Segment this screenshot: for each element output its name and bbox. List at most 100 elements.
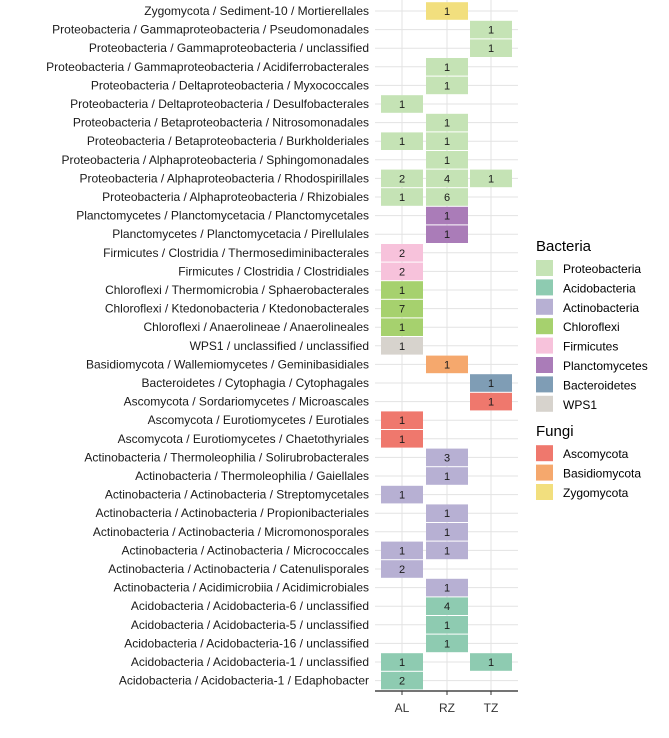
row-label: Chloroflexi / Thermomicrobia / Sphaeroba… [105, 283, 369, 297]
cell-value-label: 1 [399, 285, 405, 297]
heatmap-cell [381, 262, 423, 281]
legend-swatch [536, 318, 553, 335]
row-label: Ascomycota / Eurotiomycetes / Chaetothyr… [118, 432, 369, 446]
cell-value-label: 1 [444, 229, 450, 241]
legend: Bacteria Proteobacteria Acidobacteria Actin… [536, 238, 648, 500]
cell-value-label: 1 [444, 80, 450, 92]
heatmap-cell [381, 281, 423, 299]
cell-value-label: 1 [399, 322, 405, 334]
row-label: Proteobacteria / Deltaproteobacteria / D… [70, 97, 369, 111]
cell-value-label: 1 [444, 583, 450, 595]
heatmap-cell [470, 20, 512, 39]
heatmap-cell [426, 578, 468, 597]
heatmap-cell [426, 355, 468, 374]
heatmap-cell [426, 523, 468, 541]
heatmap-cell [381, 430, 423, 448]
heatmap-cell [470, 374, 512, 392]
cell-value-label: 1 [444, 471, 450, 483]
heatmap-cell [381, 485, 423, 504]
heatmap-cell [426, 2, 468, 20]
row-label: Proteobacteria / Gammaproteobacteria / u… [89, 41, 369, 55]
row-label: Firmicutes / Clostridia / Thermosedimini… [103, 246, 369, 260]
heatmap-cell [426, 58, 468, 76]
row-label: Actinobacteria / Thermoleophilia / Gaiel… [135, 469, 369, 483]
cell-value-label: 1 [399, 434, 405, 446]
heatmap-cell [381, 653, 423, 671]
row-label: Acidobacteria / Acidobacteria-1 / Edapho… [119, 674, 369, 688]
legend-swatch [536, 445, 553, 462]
row-label: Actinobacteria / Actinobacteria / Microm… [93, 525, 369, 539]
heatmap-cell [426, 448, 468, 467]
cell-value-label: 4 [444, 173, 450, 185]
legend-label: Zygomycota [563, 486, 629, 500]
heatmap-cell [426, 504, 468, 522]
row-label: Planctomycetes / Planctomycetacia / Plan… [76, 209, 369, 223]
cell-value-label: 1 [444, 62, 450, 74]
row-label: Actinobacteria / Actinobacteria / Microc… [122, 543, 369, 557]
cell-value-label: 1 [488, 173, 494, 185]
row-label: Firmicutes / Clostridia / Clostridiales [178, 264, 369, 278]
cell-value-label: 1 [399, 99, 405, 111]
row-label: Proteobacteria / Gammaproteobacteria / P… [52, 23, 369, 37]
heatmap-cell [426, 206, 468, 225]
cell-value-label: 1 [444, 359, 450, 371]
heatmap-cell [381, 318, 423, 336]
cell-value-label: 1 [488, 657, 494, 669]
cell-value-label: 2 [399, 266, 405, 278]
row-label: Basidiomycota / Wallemiomycetes / Gemini… [86, 357, 369, 371]
legend-swatch [536, 279, 553, 296]
heatmap-cell [470, 392, 512, 411]
cell-value-label: 2 [399, 173, 405, 185]
cell-value-label: 1 [399, 657, 405, 669]
legend-label: Basidiomycota [563, 467, 641, 481]
heatmap-cell [426, 616, 468, 634]
heatmap-cell [381, 244, 423, 262]
row-label: WPS1 / unclassified / unclassified [190, 339, 369, 353]
legend-swatch [536, 464, 553, 481]
row-label: Chloroflexi / Ktedonobacteria / Ktedonob… [105, 302, 369, 316]
legend-label: Firmicutes [563, 340, 618, 354]
row-labels: Zygomycota / Sediment-10 / Mortierellale… [46, 4, 369, 688]
legend-label: Bacteroidetes [563, 378, 636, 392]
heatmap-cell [381, 169, 423, 188]
legend-label: Chloroflexi [563, 320, 620, 334]
heatmap-cell [426, 597, 468, 615]
row-label: Actinobacteria / Thermoleophilia / Solir… [84, 450, 369, 464]
row-label: Planctomycetes / Planctomycetacia / Pire… [112, 227, 369, 241]
legend-title: Fungi [536, 423, 574, 440]
row-label: Actinobacteria / Acidimicrobiia / Acidim… [114, 581, 369, 595]
cell-value-label: 1 [444, 136, 450, 148]
heatmap-cell [381, 299, 423, 318]
row-label: Bacteroidetes / Cytophagia / Cytophagale… [142, 376, 369, 390]
cell-value-label: 1 [399, 192, 405, 204]
row-label: Chloroflexi / Anaerolineae / Anaerolinea… [144, 320, 369, 334]
cell-value-label: 6 [444, 192, 450, 204]
row-label: Proteobacteria / Alphaproteobacteria / R… [102, 190, 369, 204]
legend-label: Acidobacteria [563, 281, 636, 295]
cell-value-label: 1 [399, 545, 405, 557]
cell-value-label: 1 [399, 490, 405, 502]
heatmap-cell [426, 467, 468, 485]
cell-value-label: 2 [399, 564, 405, 576]
cell-value-label: 1 [444, 508, 450, 520]
row-label: Ascomycota / Sordariomycetes / Microasca… [124, 395, 369, 409]
row-label: Proteobacteria / Alphaproteobacteria / S… [61, 153, 369, 167]
heatmap-cell [381, 560, 423, 578]
legend-label: WPS1 [563, 398, 597, 412]
row-label: Actinobacteria / Actinobacteria / Strept… [105, 488, 369, 502]
legend-swatch [536, 357, 553, 373]
row-label: Actinobacteria / Actinobacteria / Propio… [96, 506, 370, 520]
heatmap-cell [381, 132, 423, 150]
legend-swatch [536, 298, 553, 315]
cell-value-label: 1 [444, 527, 450, 539]
row-label: Acidobacteria / Acidobacteria-5 / unclas… [131, 618, 369, 632]
row-label: Proteobacteria / Gammaproteobacteria / A… [46, 60, 369, 74]
heatmap-cell [426, 634, 468, 653]
x-axis: AL RZ TZ [375, 690, 518, 715]
x-tick-label: RZ [439, 701, 455, 715]
cell-value-label: 1 [444, 118, 450, 130]
legend-label: Proteobacteria [563, 262, 641, 276]
legend-label: Planctomycetes [563, 359, 648, 373]
